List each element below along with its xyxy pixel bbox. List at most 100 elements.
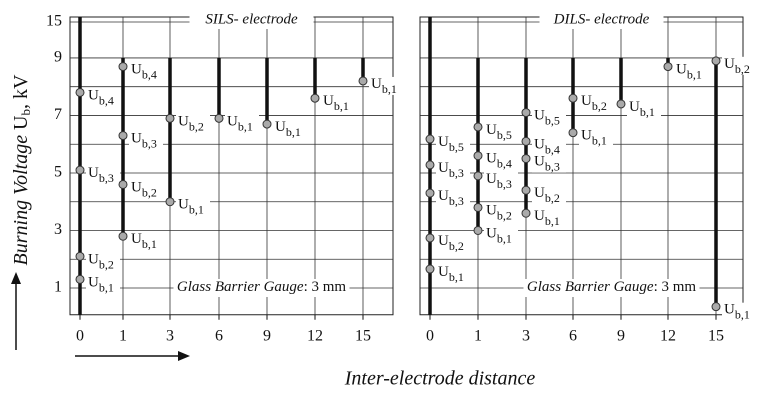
data-point	[521, 185, 531, 195]
y-tick-label: 15	[46, 13, 62, 30]
point-label: Ub,5	[438, 134, 464, 153]
text-part: U	[724, 56, 735, 72]
point-label: Ub,3	[438, 189, 464, 208]
text-part: U	[10, 115, 32, 130]
point-label: Ub,1	[676, 62, 702, 81]
x-label: Inter-electrode distance	[344, 368, 536, 390]
text-part: b,1	[640, 105, 655, 119]
y-tick-label: 1	[54, 279, 62, 296]
text-part: U	[438, 189, 449, 205]
data-point	[118, 131, 128, 141]
text-part: U	[676, 62, 687, 78]
data-point	[711, 56, 721, 66]
y-tick-label: 9	[54, 49, 62, 66]
text-part: U	[227, 114, 238, 130]
text-part: U	[438, 233, 449, 249]
data-point	[473, 171, 483, 181]
text-part: b,5	[449, 140, 464, 154]
text-part: U	[724, 302, 735, 318]
data-point	[310, 93, 320, 103]
y-axis-label: Burning Voltage Ub, kV	[10, 74, 33, 266]
data-point	[262, 119, 272, 129]
data-point	[616, 99, 626, 109]
point-label: Ub,1	[486, 226, 512, 245]
text-part: U	[131, 62, 142, 78]
label-bg	[436, 135, 470, 154]
arrow-head	[178, 351, 190, 361]
text-part: U	[178, 197, 189, 213]
point-label: Ub,1	[581, 128, 607, 147]
x-tick-label: 15	[355, 327, 371, 344]
label-bg	[225, 114, 259, 133]
x-tick-label: 12	[307, 327, 323, 344]
text-part: U	[323, 94, 334, 110]
data-point	[425, 188, 435, 198]
y-tick-label: 3	[54, 221, 62, 238]
text-part: U	[131, 180, 142, 196]
text-part: : 3 mm	[304, 279, 347, 295]
text-part: Burning Voltage	[10, 135, 32, 266]
text-part: b,3	[545, 159, 560, 173]
text-part: b	[18, 109, 33, 116]
text-part: U	[131, 232, 142, 248]
data-point	[711, 302, 721, 312]
label-bg	[722, 302, 756, 321]
data-point	[214, 113, 224, 123]
label-bg	[484, 122, 518, 141]
data-point	[473, 225, 483, 235]
text-part: b,2	[449, 239, 464, 253]
data-point	[165, 113, 175, 123]
y-tick-label: 5	[54, 164, 62, 181]
text-part: b,1	[334, 99, 349, 113]
text-part: U	[486, 151, 497, 167]
text-part: U	[438, 160, 449, 176]
text-part: : 3 mm	[654, 279, 697, 295]
label-bg	[579, 94, 613, 113]
data-point	[165, 197, 175, 207]
text-part: b,2	[735, 62, 750, 76]
data-point	[521, 154, 531, 164]
point-label: Ub,1	[629, 99, 655, 118]
point-label: Ub,5	[486, 122, 512, 141]
label-bg	[484, 226, 518, 245]
label-bg	[579, 128, 613, 147]
data-point	[118, 179, 128, 189]
text-part: b,1	[99, 280, 114, 294]
point-label: Ub,2	[486, 203, 512, 222]
arrow-head	[11, 272, 21, 284]
label-bg	[532, 186, 566, 205]
text-part: U	[371, 76, 382, 92]
data-point	[75, 87, 85, 97]
text-part: U	[534, 108, 545, 124]
text-part: U	[88, 252, 99, 268]
text-part: b,3	[449, 194, 464, 208]
text-part: b,4	[545, 142, 560, 156]
data-point	[568, 93, 578, 103]
text-part: U	[534, 137, 545, 153]
point-label: Ub,3	[88, 166, 114, 185]
text-part: Glass Barrier Gauge	[527, 279, 654, 295]
note: Glass Barrier Gauge: 3 mm	[527, 279, 697, 295]
point-label: Ub,1	[178, 197, 204, 216]
text-part: b,3	[497, 177, 512, 191]
label-bg	[532, 154, 566, 173]
label-bg	[369, 76, 403, 95]
label-bg	[484, 151, 518, 170]
data-point	[568, 128, 578, 138]
label-bg	[129, 232, 163, 251]
x-tick-label: 9	[617, 327, 625, 344]
text-part: U	[88, 166, 99, 182]
y-label: Burning Voltage Ub, kV	[10, 74, 33, 266]
point-label: Ub,1	[88, 275, 114, 294]
text-part: b,1	[142, 237, 157, 251]
text-part: U	[534, 209, 545, 225]
label-bg	[436, 189, 470, 208]
text-part: b,3	[449, 166, 464, 180]
data-point	[358, 76, 368, 86]
label-bg	[484, 171, 518, 190]
text-part: U	[486, 226, 497, 242]
title-bg	[539, 13, 664, 29]
label-bg	[129, 131, 163, 150]
label-bg	[436, 160, 470, 179]
